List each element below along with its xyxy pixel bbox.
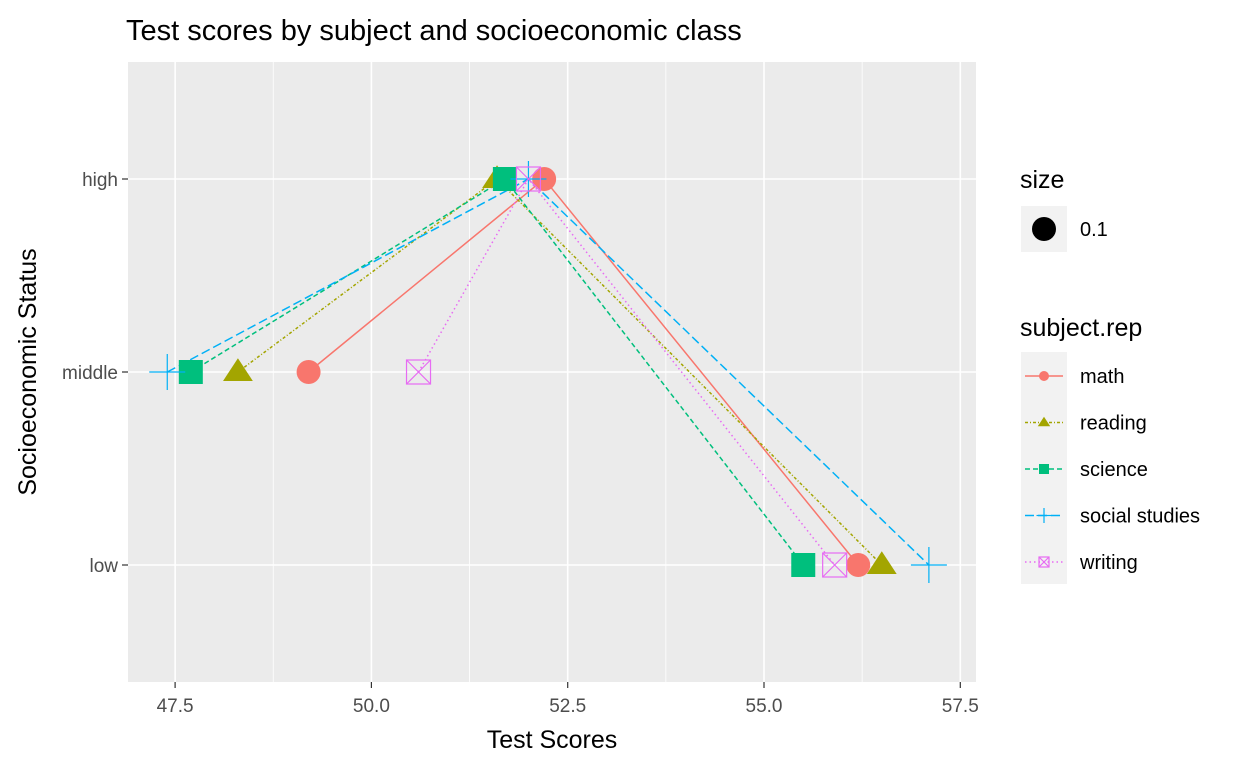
x-axis-title: Test Scores [487,726,618,754]
size-legend-label: 0.1 [1080,219,1108,241]
point-writing-middle [405,359,432,385]
point-social-studies-low [910,547,947,583]
legend-items: math reading science social studies writing [1025,366,1200,574]
boxcross-diag-b [1038,556,1050,568]
color-legend: subject.rep math reading science social stu… [1020,314,1200,584]
x-tick-label: 52.5 [549,696,586,717]
legend-marker-social-studies-icon [1036,508,1052,523]
boxcross-box [1038,556,1050,568]
boxcross-diag-b [406,359,431,385]
size-legend-title: size [1020,166,1064,194]
point-writing-high [515,166,542,192]
legend-label-writing: writing [1079,552,1138,574]
x-tick-label: 55.0 [746,696,783,717]
legend-label-science: science [1080,459,1148,481]
point-social-studies-middle [149,354,186,390]
axis-layer: 47.5 50.0 52.5 55.0 57.5 high middle low [62,170,979,717]
color-legend-title: subject.rep [1020,314,1142,342]
point-science-low [791,553,816,577]
point-writing-low [822,552,848,578]
legend-label-math: math [1080,366,1124,388]
x-tick-label: 50.0 [353,696,390,717]
legend-label-social-studies: social studies [1080,506,1200,528]
boxcross-box [405,359,432,385]
legend-marker-writing-icon [1038,556,1050,568]
legend-label-reading: reading [1080,413,1147,435]
y-axis-title: Socioeconomic Status [14,248,42,495]
size-legend-dot-icon [1032,217,1056,241]
y-tick-label: high [82,170,118,191]
y-tick-label: low [89,556,118,577]
legend-marker-math-icon [1039,371,1049,381]
point-math-low [846,553,871,577]
point-reading-low [866,551,897,574]
chart-title: Test scores by subject and socioeconomic… [126,15,742,47]
boxcross-diag-b [516,166,541,192]
y-tick-label: middle [62,363,118,384]
legend-marker-reading-icon [1037,416,1051,427]
boxcross-box [515,166,542,192]
x-tick-label: 57.5 [942,696,979,717]
series-layer [149,161,947,583]
boxcross-box [822,552,848,578]
size-legend: size 0.1 [1020,166,1108,252]
boxcross-diag-b [822,552,848,578]
legend-marker-science-icon [1039,464,1049,474]
point-reading-middle [223,358,253,381]
x-tick-label: 47.5 [157,696,194,717]
point-math-middle [296,360,321,384]
